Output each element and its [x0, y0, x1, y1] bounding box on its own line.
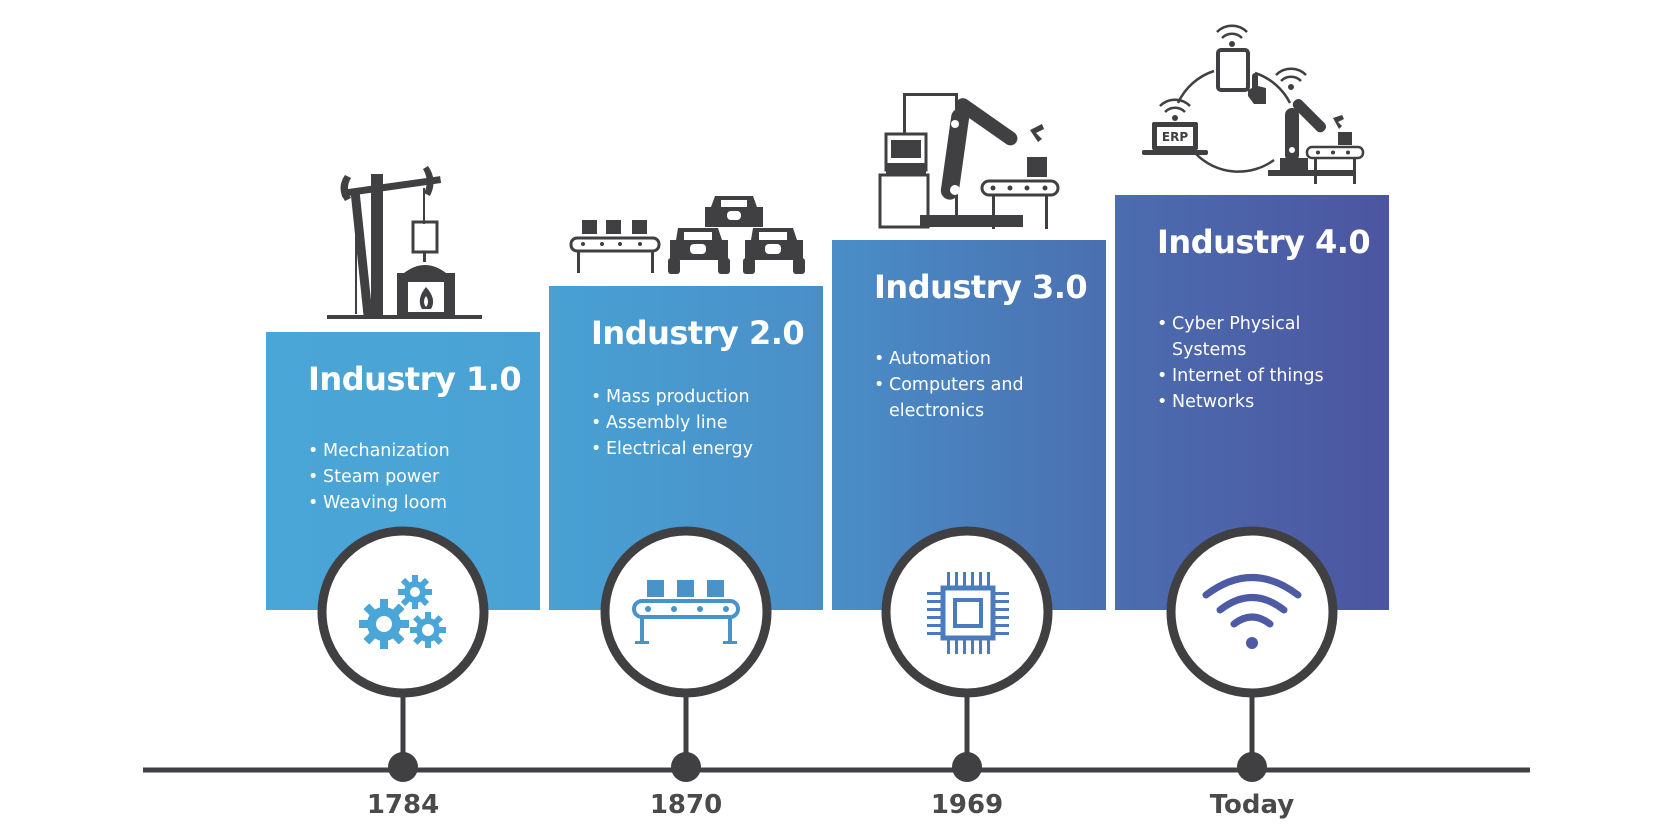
- stage-title: Industry 2.0: [591, 314, 805, 352]
- stage-items: Automation Computers and electronics: [874, 346, 1054, 424]
- erp-label: ERP: [1162, 130, 1188, 144]
- year-label-3: 1969: [930, 790, 1004, 820]
- stage-item: Electrical energy: [591, 436, 753, 462]
- stage-item: Networks: [1157, 389, 1337, 415]
- stage-circle-2: [600, 526, 772, 698]
- year-label-2: 1870: [649, 790, 723, 820]
- stage-items: Cyber Physical Systems Internet of thing…: [1157, 311, 1337, 415]
- stage-item: Mechanization: [308, 438, 450, 464]
- timeline-dot-1: [388, 752, 418, 782]
- stage-circle-1: [317, 526, 489, 698]
- year-label-1: 1784: [366, 790, 440, 820]
- stage-title: Industry 4.0: [1157, 223, 1371, 261]
- stage-item: Mass production: [591, 384, 753, 410]
- stage-item: Weaving loom: [308, 490, 450, 516]
- stage-item: Assembly line: [591, 410, 753, 436]
- stage-circle-4: [1166, 526, 1338, 698]
- conveyor-belt-icon: [632, 580, 740, 644]
- gears-icon: [359, 575, 446, 649]
- timeline-dot-4: [1237, 752, 1267, 782]
- stage-items: Mass production Assembly line Electrical…: [591, 384, 753, 462]
- microchip-icon: [927, 572, 1009, 654]
- stage-item: Internet of things: [1157, 363, 1337, 389]
- stage-title: Industry 3.0: [874, 268, 1088, 306]
- stage-item: Automation: [874, 346, 1054, 372]
- stage-item: Cyber Physical Systems: [1157, 311, 1337, 363]
- stage-items: Mechanization Steam power Weaving loom: [308, 438, 450, 516]
- timeline-dot-3: [952, 752, 982, 782]
- wifi-icon: [1202, 574, 1302, 649]
- stage-item: Computers and electronics: [874, 372, 1054, 424]
- year-label-4: Today: [1209, 790, 1295, 820]
- stage-circle-3: [881, 526, 1053, 698]
- stage-title: Industry 1.0: [308, 360, 522, 398]
- stage-item: Steam power: [308, 464, 450, 490]
- timeline-dot-2: [671, 752, 701, 782]
